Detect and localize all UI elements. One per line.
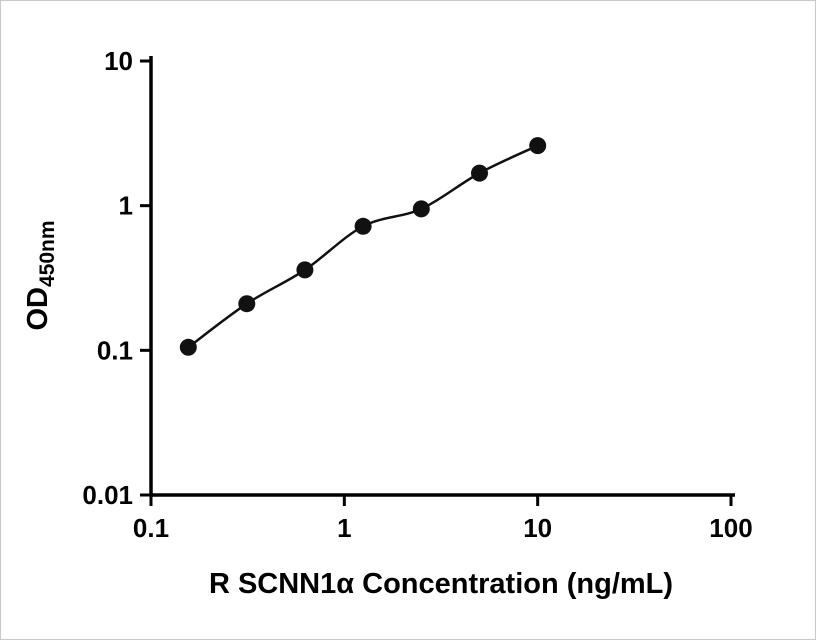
y-tick-label: 1 <box>119 191 133 221</box>
x-tick-label: 1 <box>337 513 351 543</box>
y-tick-label: 0.01 <box>82 480 133 510</box>
data-point <box>179 338 197 356</box>
data-point <box>296 261 314 279</box>
x-tick-label: 0.1 <box>133 513 169 543</box>
x-tick-label: 100 <box>709 513 752 543</box>
y-tick-label: 10 <box>104 46 133 76</box>
data-point <box>354 217 372 235</box>
data-point <box>529 137 547 155</box>
x-tick-label: 10 <box>523 513 552 543</box>
y-axis-title: OD450nm <box>22 220 59 330</box>
data-point <box>412 200 430 218</box>
data-point <box>238 295 256 313</box>
y-tick-label: 0.1 <box>97 335 133 365</box>
data-point <box>471 164 488 182</box>
x-axis-title: R SCNN1α Concentration (ng/mL) <box>209 568 673 600</box>
